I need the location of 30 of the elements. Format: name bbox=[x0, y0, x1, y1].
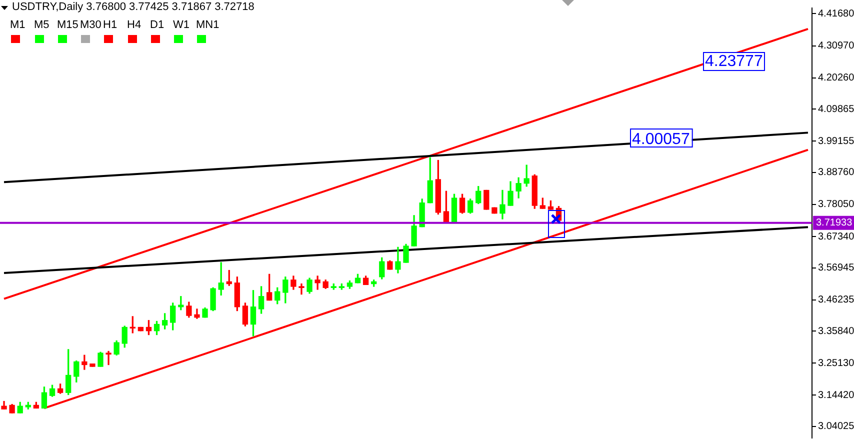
y-tick-label: 4.30970 bbox=[818, 40, 854, 52]
y-tick-label: 3.56945 bbox=[818, 262, 854, 274]
annotation: M1 bbox=[10, 19, 26, 31]
annotation: H4 bbox=[127, 19, 142, 31]
y-tick-label: 3.25130 bbox=[818, 358, 854, 369]
annotation: H1 bbox=[103, 19, 118, 31]
y-tick-label: 4.09865 bbox=[818, 104, 854, 115]
candlestick bbox=[106, 350, 112, 366]
y-tick-label: 3.35840 bbox=[818, 326, 854, 337]
y-tick-label: 3.78050 bbox=[818, 199, 854, 210]
y-tick-label: 3.14420 bbox=[818, 390, 854, 401]
candlestick bbox=[298, 283, 304, 295]
candlestick bbox=[314, 276, 320, 290]
annotation: M30 bbox=[80, 19, 102, 31]
annotation: 4.00057 bbox=[632, 130, 690, 148]
y-tick-label: 3.67340 bbox=[818, 231, 854, 242]
annotation: M5 bbox=[34, 19, 50, 31]
y-tick-label: 3.46235 bbox=[818, 294, 854, 306]
y-tick-label: 4.41680 bbox=[818, 8, 854, 20]
chart-title: USDTRY,Daily 3.76800 3.77425 3.71867 3.72718 bbox=[12, 1, 254, 13]
y-tick-label: 3.04025 bbox=[818, 421, 854, 432]
annotation: W1 bbox=[173, 19, 190, 31]
annotation: M15 bbox=[57, 19, 78, 31]
annotation: 4.23777 bbox=[703, 52, 765, 71]
y-tick-label: 4.20260 bbox=[818, 72, 854, 84]
annotation: D1 bbox=[150, 19, 164, 31]
ref-line-label: 3.71933 bbox=[816, 218, 853, 229]
annotation: MN1 bbox=[196, 19, 220, 31]
y-tick-label: 3.99155 bbox=[818, 136, 854, 147]
y-tick-label: 3.88760 bbox=[818, 167, 854, 178]
